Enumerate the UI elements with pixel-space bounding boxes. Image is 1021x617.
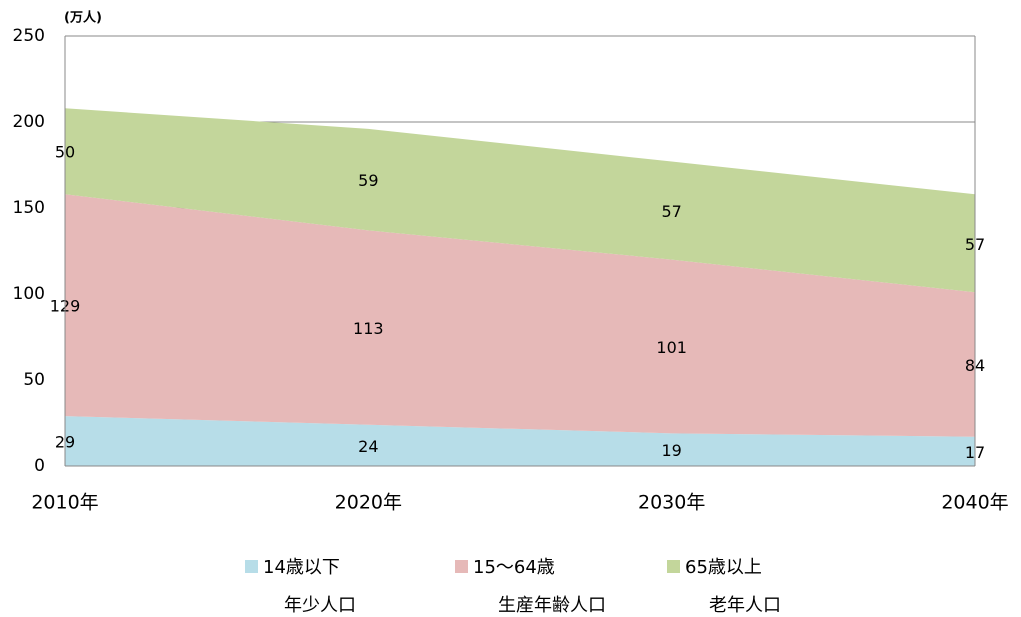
y-tick-label: 250 (13, 26, 45, 46)
data-label: 24 (358, 437, 378, 456)
data-label: 59 (358, 171, 378, 190)
data-label: 57 (661, 202, 681, 221)
legend-label: 14歳以下 (263, 557, 340, 578)
y-tick-label: 50 (23, 370, 45, 390)
area (65, 194, 975, 437)
area (65, 108, 975, 293)
legend-swatch (245, 560, 258, 573)
y-tick-label: 100 (13, 284, 45, 304)
x-tick-label: 2020年 (335, 492, 402, 514)
legend-label: 65歳以上 (685, 557, 762, 578)
x-tick-label: 2010年 (31, 492, 98, 514)
y-tick-label: 200 (13, 112, 45, 132)
legend-label: 15〜64歳 (473, 557, 555, 578)
legend-swatch (455, 560, 468, 573)
data-label: 101 (656, 338, 687, 357)
data-label: 113 (353, 319, 384, 338)
y-tick-label: 0 (34, 456, 45, 476)
x-tick-label: 2040年 (941, 492, 1008, 514)
area (65, 416, 975, 466)
legend-sublabel: 年少人口 (284, 595, 356, 616)
legend-sublabel: 老年人口 (709, 595, 781, 616)
x-tick-label: 2030年 (638, 492, 705, 514)
legend-swatch (667, 560, 680, 573)
data-label: 19 (661, 441, 681, 460)
legend-sublabel: 生産年齢人口 (498, 595, 606, 616)
y-tick-label: 150 (13, 198, 45, 218)
y-axis-label: (万人) (64, 10, 102, 26)
